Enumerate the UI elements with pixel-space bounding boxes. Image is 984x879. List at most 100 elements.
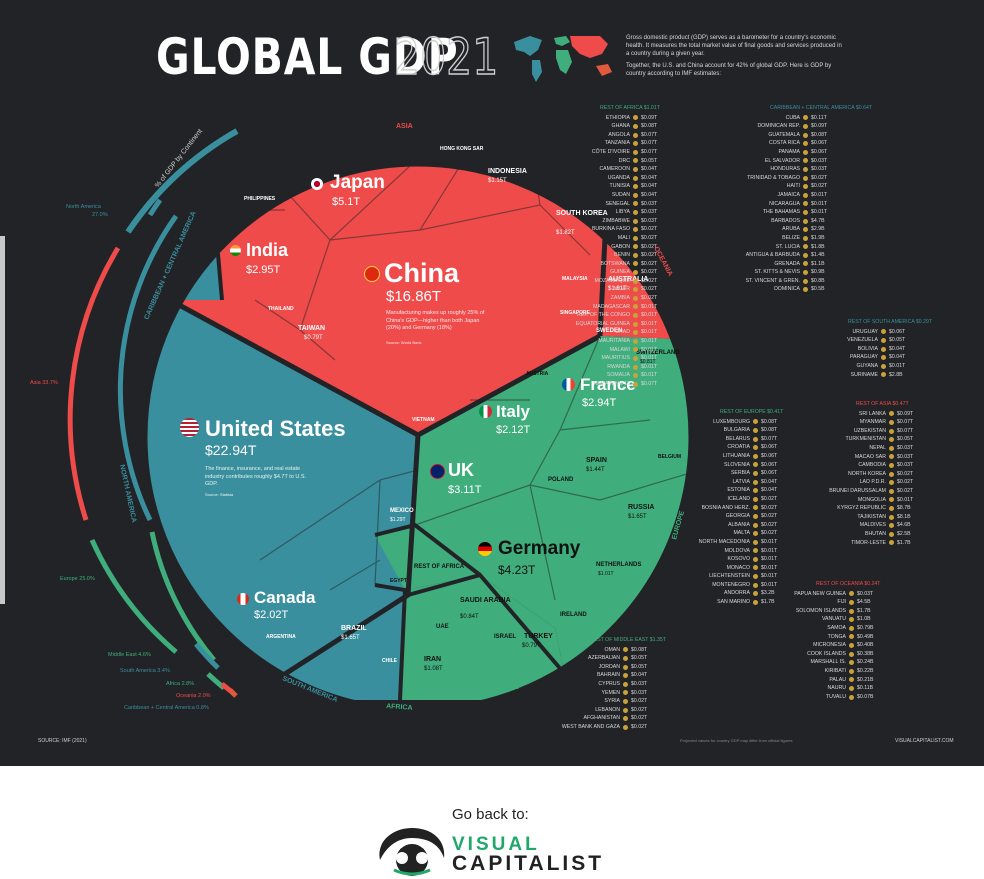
list-item-value: $0.8B [811, 277, 825, 284]
flag-icon [803, 149, 808, 155]
list-item-country: UZBEKISTAN [853, 427, 886, 434]
list-item-country: OMAN [604, 646, 620, 653]
list-item-value: $0.05T [631, 663, 648, 670]
list-item-country: MALI [617, 234, 630, 241]
russia-value: $1.65T [628, 514, 647, 520]
list-item-country: MALTA [733, 530, 750, 537]
flag-icon [881, 329, 886, 335]
scrollbar-handle[interactable] [0, 236, 5, 604]
list-item: BURKINA FASO $0.02T [560, 225, 660, 234]
israel-name: ISRAEL [494, 634, 517, 640]
brand-capitalist[interactable]: CAPITALIST [452, 852, 605, 875]
flag-icon [633, 295, 638, 301]
list-item-country: NICARAGUA [769, 200, 800, 207]
list-item-country: WEST BANK AND GAZA [561, 723, 620, 730]
list-item: GABON $0.02T [560, 243, 660, 252]
list-item-value: $0.09T [641, 114, 658, 121]
list-item: TRINIDAD & TOBAGO $0.02T [720, 174, 872, 183]
continent-ring [67, 128, 239, 698]
list-item-value: $0.06T [811, 140, 828, 147]
list-item: ZIMBABWE $0.03T [560, 217, 660, 226]
list-item-value: $0.06T [761, 461, 778, 468]
flag-icon [803, 252, 808, 258]
list-item-country: FIJI [837, 599, 846, 606]
list-item: ALBANIA $0.02T [680, 521, 783, 530]
list-item: LAO P.D.R. $0.02T [816, 478, 914, 487]
list-item-value: $0.40B [857, 642, 874, 649]
list-item-country: SAMOA [827, 624, 846, 631]
list-item-value: $0.49B [857, 633, 874, 640]
list-item-country: MOZAMBIQUE [594, 277, 630, 284]
list-item: TANZANIA $0.07T [560, 139, 660, 148]
flag-icon [753, 513, 758, 519]
list-item-value: $0.02T [631, 723, 648, 730]
list-item-country: ANDORRA [724, 590, 750, 597]
list-item-value: $0.79B [857, 624, 874, 631]
flag-icon [633, 115, 638, 121]
flag-icon [803, 141, 808, 147]
list-item-country: KOSOVO [727, 556, 751, 563]
list-item: AZERBAIJAN $0.05T [540, 654, 666, 663]
list-item-value: $0.22B [857, 667, 874, 674]
list-item: VENEZUELA $0.05T [830, 336, 932, 345]
flag-icon [849, 685, 854, 691]
list-item-country: SURINAME [850, 371, 878, 378]
flag-icon [633, 364, 638, 370]
list-item-country: ICELAND [727, 495, 751, 502]
flag-icon [881, 355, 886, 361]
list-item-country: SERBIA [730, 470, 750, 477]
flag-icon [633, 287, 638, 293]
gdp-voronoi-chart [67, 128, 690, 700]
list-item: EQUATORIAL GUINEA $0.01T [560, 320, 660, 329]
list-item-value: $1.0B [857, 616, 871, 623]
list-item-country: VENEZUELA [847, 337, 878, 344]
flag-icon [889, 471, 894, 477]
list-item-country: PANAMA [778, 148, 800, 155]
list-rest-of-middle-east: REST OF MIDDLE EAST $1.35T OMAN $0.08T AZER… [540, 630, 666, 732]
world-map-icon [514, 36, 612, 82]
flag-icon [889, 531, 894, 537]
italy-value: $2.12T [496, 424, 531, 436]
title-year: 2021 [393, 27, 499, 87]
cell-africa [375, 525, 480, 590]
list-item-value: $0.02T [641, 243, 658, 250]
list-item-value: $1.4B [811, 252, 825, 259]
list-item-country: YEMEN [601, 689, 620, 696]
ring-arc-north-america-inner [117, 214, 179, 522]
flag-icon [803, 261, 808, 267]
list-item-value: $0.04T [889, 354, 906, 361]
list-item-value: $0.9B [811, 269, 825, 276]
main-title: GLOBAL GDP [156, 28, 459, 86]
flag-icon [849, 660, 854, 666]
visual-capitalist-logo-icon[interactable] [374, 822, 450, 878]
australia-value: $1.61T [608, 286, 627, 292]
brand-visual[interactable]: VISUAL [452, 834, 540, 855]
cell-middle-east [400, 575, 570, 700]
list-item-value: $0.02T [641, 277, 658, 284]
list-item-value: $0.02T [641, 260, 658, 267]
list-item: BELARUS $0.07T [680, 435, 783, 444]
list-item-value: $0.03T [897, 462, 914, 469]
flag-icon [623, 716, 628, 722]
russia-name: RUSSIA [628, 504, 655, 511]
list-item-value: $0.07T [641, 131, 658, 138]
list-item-value: $0.02T [631, 698, 648, 705]
list-item-value: $0.03T [641, 209, 658, 216]
list-item-value: $0.06T [761, 452, 778, 459]
flag-icon [633, 330, 638, 336]
list-item: VANUATU $1.0B [766, 615, 880, 624]
flag-icon [633, 338, 638, 344]
china-flag-icon [364, 266, 380, 282]
philippines-name: PHILIPPINES [244, 196, 276, 202]
intro-paragraph-2: Together, the U.S. and China account for… [626, 63, 832, 77]
canada-name: Canada [254, 588, 316, 607]
list-item: GRENADA $1.1B [720, 260, 872, 269]
flag-icon [633, 252, 638, 258]
china-note: Manufacturing makes up roughly 25% of Ch… [386, 310, 485, 331]
flag-icon [753, 419, 758, 425]
list-item: ZAMBIA $0.02T [560, 294, 660, 303]
list-item-country: LITHUANIA [722, 452, 750, 459]
list-item: MAURITIUS $0.01T [560, 354, 660, 363]
list-item-country: LIBYA [615, 209, 630, 216]
list-item-value: $4.6B [897, 522, 911, 529]
